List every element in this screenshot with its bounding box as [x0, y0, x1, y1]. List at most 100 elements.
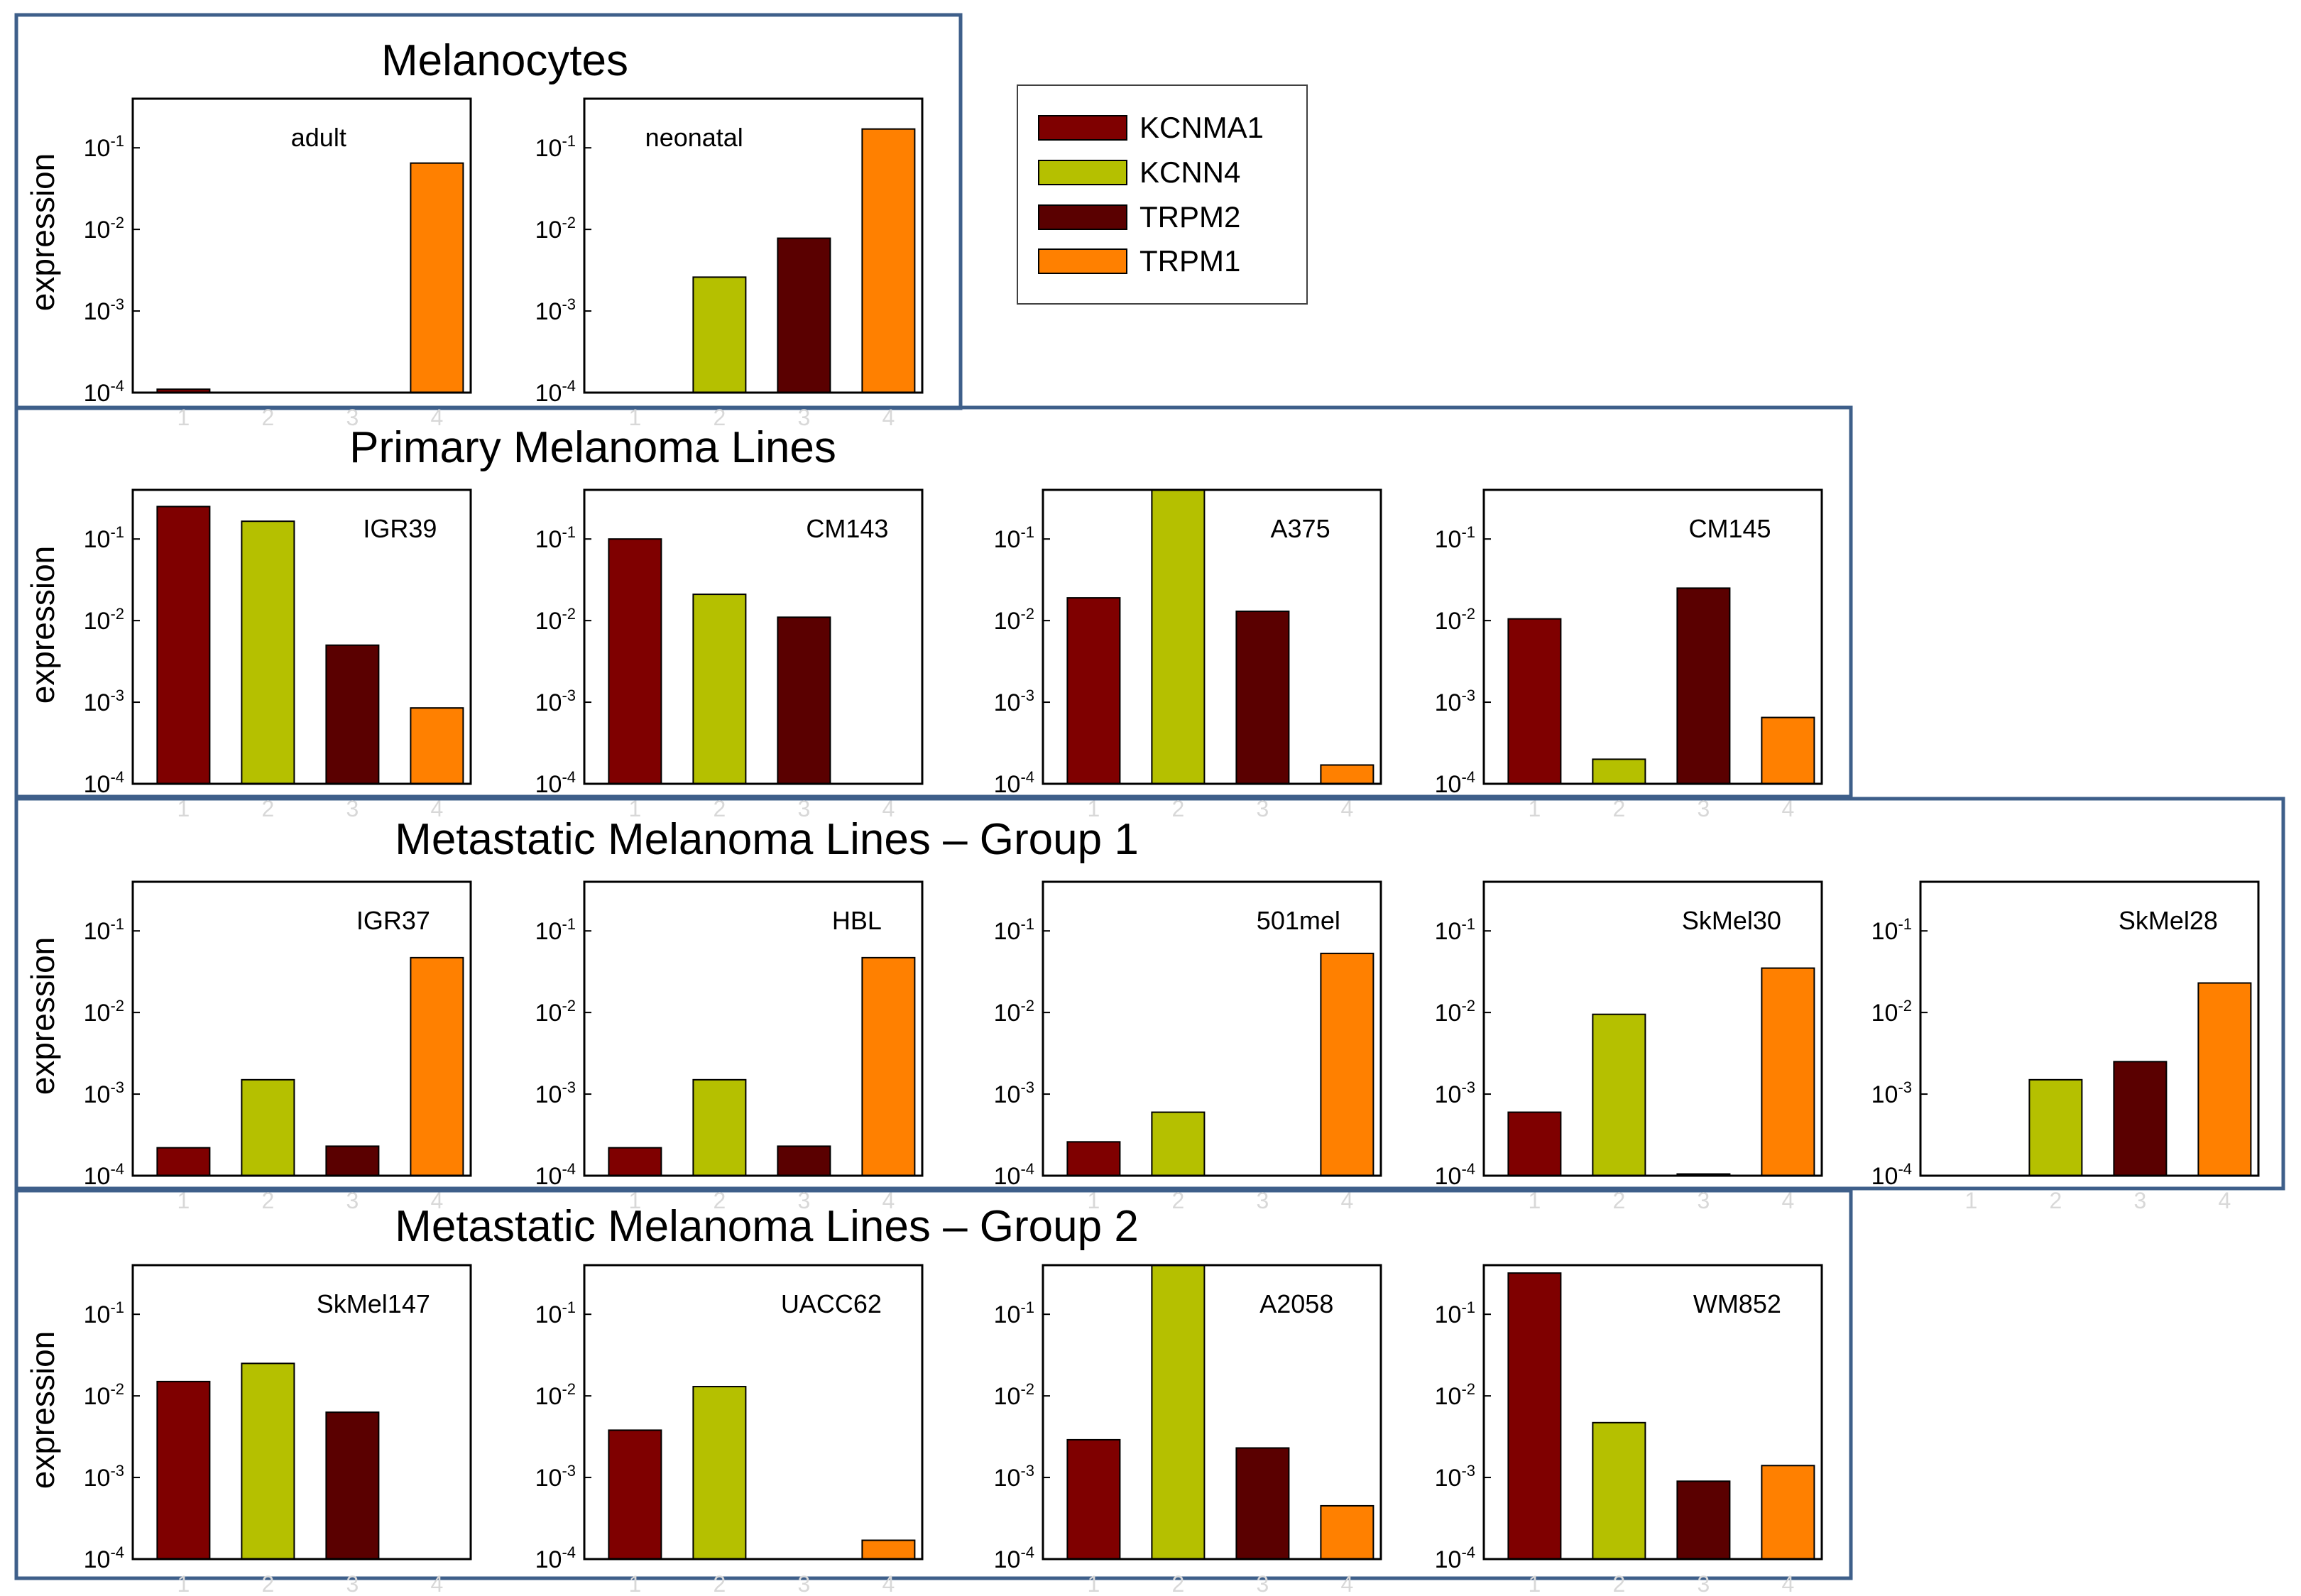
y-tick-label: 10-4 [1435, 1160, 1475, 1190]
group-title-metastatic-1: Metastatic Melanoma Lines – Group 1 [395, 815, 1139, 864]
bar-trpm2 [777, 237, 831, 394]
bar-trpm1 [1761, 716, 1815, 785]
y-tick-label: 10-2 [1435, 605, 1475, 635]
y-tick-label: 10-4 [84, 377, 124, 407]
bar-trpm1 [1761, 1465, 1815, 1561]
y-tick-label: 10-1 [535, 915, 576, 945]
panel-uacc62: 1 2 3 4 10-1 10-2 10-3 10-4 UACC62 [535, 1264, 924, 1596]
y-tick-label: 10-3 [84, 687, 124, 716]
x-tick-label: 1 [629, 405, 642, 430]
x-tick-label: 3 [1257, 796, 1269, 821]
plot-frame [1482, 488, 1823, 785]
y-tick-label: 10-4 [535, 1543, 576, 1573]
panel-wm852: 1 2 3 4 10-1 10-2 10-3 10-4 WM852 [1435, 1264, 1823, 1596]
x-tick-label: 4 [431, 405, 444, 430]
x-tick-label: 3 [798, 1188, 811, 1213]
bar-trpm2 [2113, 1061, 2168, 1177]
y-tick-label: 10-1 [84, 1299, 124, 1328]
x-tick-label: 3 [798, 1571, 811, 1596]
x-tick-label: 2 [262, 796, 275, 821]
bar-kcnma1 [608, 538, 662, 785]
x-tick-label: 4 [882, 796, 895, 821]
x-tick-label: 2 [714, 405, 726, 430]
y-tick-label: 10-4 [535, 1160, 576, 1190]
bar-kcnma1 [156, 505, 211, 785]
x-tick-label: 4 [1341, 1571, 1354, 1596]
x-tick-label: 1 [629, 796, 642, 821]
y-tick-label: 10-2 [84, 997, 124, 1027]
panel-igr37: 1 2 3 4 10-1 10-2 10-3 10-4 IGR37 [84, 880, 472, 1213]
bar-kcnn4 [1151, 1111, 1206, 1177]
y-tick-label: 10-2 [535, 214, 576, 244]
bar-kcnn4 [241, 1078, 295, 1177]
panel-title: A2058 [1259, 1289, 1333, 1318]
x-tick-label: 1 [629, 1188, 642, 1213]
panel-title: 501mel [1257, 906, 1340, 935]
y-tick-label: 10-4 [1871, 1160, 1912, 1190]
y-tick-label: 10-4 [1435, 1543, 1475, 1573]
bar-trpm2 [325, 1411, 380, 1561]
plot-frame [1482, 1264, 1823, 1561]
bar-kcnn4 [1151, 489, 1206, 785]
bar-kcnn4 [692, 1386, 747, 1560]
panel-title: adult [291, 123, 346, 152]
bar-kcnn4 [692, 594, 747, 785]
y-tick-label: 10-1 [994, 523, 1034, 553]
bar-kcnma1 [1066, 1141, 1121, 1176]
panels: 1 2 3 4 10-1 10-2 10-3 10-4 adult 1 2 3 4 10-1 10-2 10-… [84, 97, 2260, 1596]
y-tick-label: 10-4 [84, 1160, 124, 1190]
y-tick-label: 10-2 [535, 997, 576, 1027]
y-tick-label: 10-4 [994, 1543, 1034, 1573]
y-tick-label: 10-1 [1871, 915, 1912, 945]
plot-frame [131, 880, 472, 1177]
panel-title: IGR39 [363, 514, 437, 543]
plot-frame [131, 488, 472, 785]
x-tick-label: 1 [1088, 1571, 1100, 1596]
bar-kcnma1 [156, 1147, 211, 1177]
x-tick-label: 1 [177, 1571, 190, 1596]
bar-kcnma1 [608, 1429, 662, 1561]
x-tick-label: 3 [346, 796, 359, 821]
y-tick-label: 10-1 [1435, 915, 1475, 945]
plot-frame [1042, 488, 1382, 785]
bar-trpm2 [777, 616, 831, 785]
x-tick-label: 3 [798, 796, 811, 821]
x-tick-label: 1 [1529, 796, 1541, 821]
group-frame-metastatic-1 [14, 797, 2285, 1191]
x-tick-label: 4 [431, 1571, 444, 1596]
x-tick-label: 2 [1172, 796, 1185, 821]
bar-kcnma1 [608, 1147, 662, 1177]
x-tick-label: 2 [262, 1571, 275, 1596]
x-tick-label: 1 [1529, 1188, 1541, 1213]
y-tick-label: 10-3 [84, 1078, 124, 1108]
y-tick-label: 10-3 [84, 295, 124, 325]
panel-a2058: 1 2 3 4 10-1 10-2 10-3 10-4 A2058 [994, 1264, 1382, 1596]
x-tick-label: 3 [1698, 1571, 1710, 1596]
x-tick-label: 2 [1172, 1188, 1185, 1213]
ylabel-row-2: expression [24, 546, 61, 704]
bar-trpm1 [1320, 1504, 1374, 1561]
bar-kcnma1 [1507, 1272, 1562, 1561]
bar-trpm2 [1235, 611, 1290, 785]
y-tick-label: 10-1 [1435, 523, 1475, 553]
panel-title: UACC62 [781, 1289, 882, 1318]
y-tick-label: 10-4 [84, 768, 124, 798]
plot-frame [1482, 880, 1823, 1177]
group-title-metastatic-2: Metastatic Melanoma Lines – Group 2 [395, 1202, 1139, 1251]
y-tick-label: 10-4 [535, 768, 576, 798]
legend-label-kcnn4: KCNN4 [1139, 155, 1240, 189]
plot-frame [583, 97, 924, 394]
x-tick-label: 4 [2219, 1188, 2231, 1213]
panel-skmel30: 1 2 3 4 10-1 10-2 10-3 10-4 SkMel30 [1435, 880, 1823, 1213]
x-tick-label: 4 [1782, 796, 1795, 821]
x-tick-label: 3 [1257, 1571, 1269, 1596]
x-tick-label: 4 [882, 1571, 895, 1596]
y-tick-label: 10-2 [1871, 997, 1912, 1027]
panel-skmel28: 1 2 3 4 10-1 10-2 10-3 10-4 SkMel28 [1871, 880, 2260, 1213]
bar-kcnma1 [1507, 1111, 1562, 1177]
x-tick-label: 3 [1257, 1188, 1269, 1213]
x-tick-label: 4 [431, 1188, 444, 1213]
x-tick-label: 4 [1782, 1571, 1795, 1596]
bar-kcnn4 [692, 276, 747, 393]
x-tick-label: 3 [1698, 796, 1710, 821]
